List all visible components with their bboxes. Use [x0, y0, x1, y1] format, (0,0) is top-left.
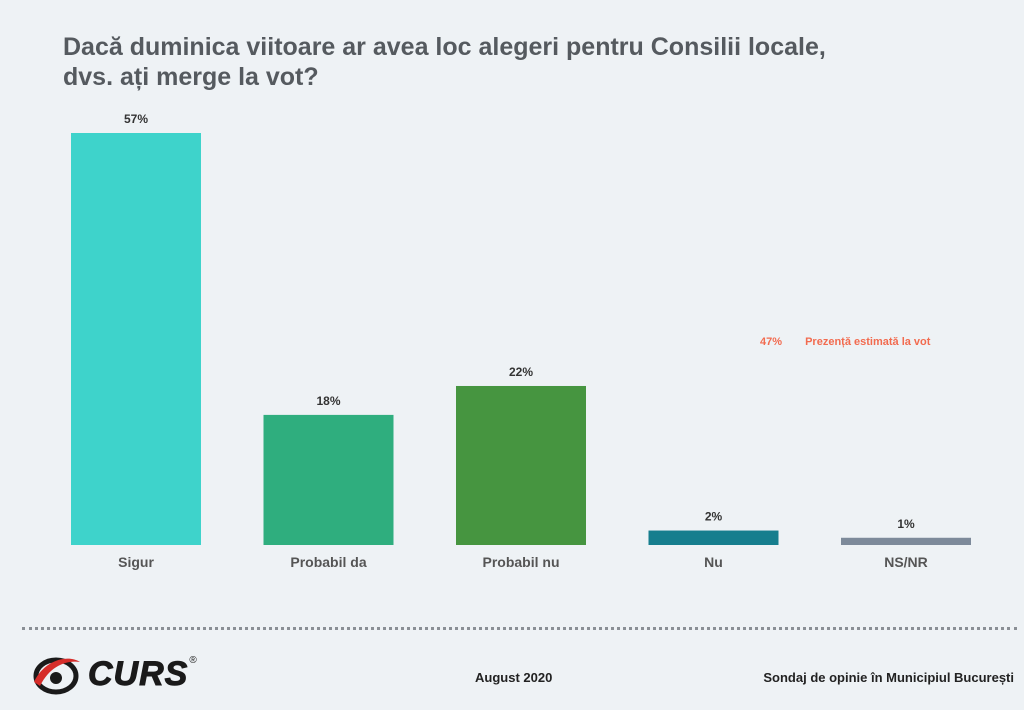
data-label: 1%: [897, 517, 915, 531]
bar-ns-nr: [841, 537, 971, 545]
bar-probabil-nu: [456, 385, 586, 545]
category-label: Probabil nu: [483, 554, 560, 570]
data-label: 2%: [705, 510, 723, 524]
data-label: 57%: [124, 112, 148, 126]
survey-source: Sondaj de opinie în Municipiul București: [763, 670, 1014, 685]
chart-title-line-2: dvs. ați merge la vot?: [63, 63, 319, 91]
chart-title-line-1: Dacă duminica viitoare ar avea loc alege…: [63, 33, 826, 61]
bar-probabil-da: [263, 414, 394, 545]
turnout-value: 47%: [760, 336, 783, 348]
category-label: Nu: [704, 554, 723, 570]
turnout-label: Prezență estimată la vot: [805, 336, 931, 348]
curs-logo-text: CURS: [87, 654, 189, 693]
bar-chart: 57% Sigur 18% Probabil da 22% Probabil nu 2% Nu…: [71, 112, 971, 570]
category-label: Probabil da: [290, 554, 366, 570]
turnout-annotation: 47% Prezență estimată la vot: [760, 336, 930, 348]
curs-logo: CURS ®: [30, 652, 197, 696]
category-label: Sigur: [118, 554, 154, 570]
survey-date: August 2020: [475, 670, 553, 685]
curs-logo-icon: [33, 657, 80, 695]
bar-nu: [648, 530, 779, 545]
data-label: 18%: [316, 394, 340, 408]
data-label: 22%: [509, 365, 533, 379]
category-label: NS/NR: [884, 554, 928, 570]
bar-sigur: [71, 133, 201, 545]
registered-mark: ®: [189, 654, 197, 666]
chart-title: Dacă duminica viitoare ar avea loc alege…: [63, 32, 963, 92]
footer-divider: [22, 627, 1017, 630]
